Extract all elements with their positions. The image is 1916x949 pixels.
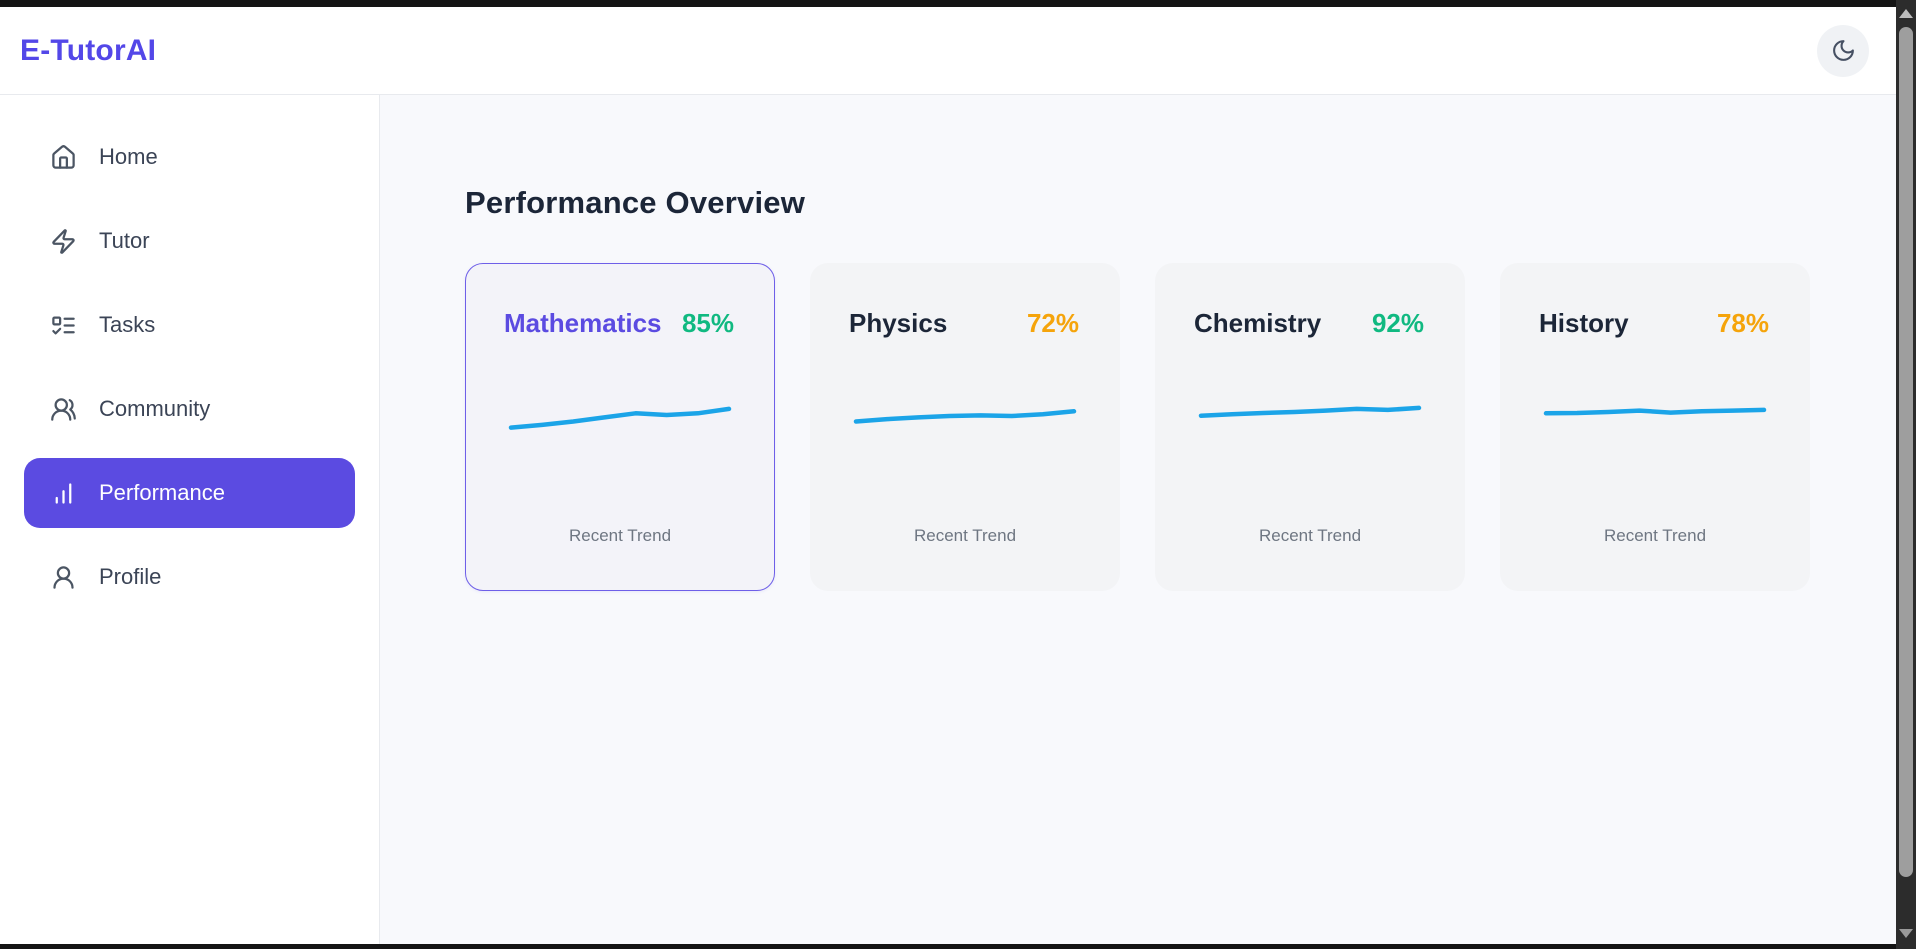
- card-score-value: 78%: [1716, 308, 1769, 338]
- scroll-up-arrow-icon[interactable]: [1899, 9, 1913, 18]
- card-subject-name: Physics: [849, 308, 948, 338]
- subject-card-history[interactable]: History 78% Recent Trend: [1500, 263, 1810, 591]
- theme-toggle-button[interactable]: [1817, 24, 1869, 77]
- page-title: Performance Overview: [465, 185, 806, 220]
- recent-trend-label: Recent Trend: [1258, 526, 1362, 545]
- trend-sparkline: [508, 406, 732, 430]
- card-subject-name: Chemistry: [1194, 308, 1322, 338]
- home-icon: [50, 144, 77, 171]
- card-subject-name: History: [1539, 308, 1629, 338]
- recent-trend-label: Recent Trend: [568, 526, 672, 545]
- moon-icon: [1831, 38, 1856, 63]
- browser-top-edge: [0, 0, 1896, 7]
- scrollbar-thumb[interactable]: [1899, 27, 1913, 877]
- sidebar-item-home[interactable]: Home: [24, 122, 355, 192]
- users-icon: [50, 396, 77, 423]
- sidebar-item-label: Home: [99, 144, 158, 169]
- sidebar-nav: Home Tutor Tasks Community Performance Profil…: [24, 122, 355, 612]
- sidebar-item-label: Performance: [99, 480, 225, 505]
- main-content: Performance Overview Mathematics 85% Recen…: [380, 95, 1896, 944]
- card-score-value: 92%: [1371, 308, 1424, 338]
- subject-card-mathematics[interactable]: Mathematics 85% Recent Trend: [465, 263, 775, 591]
- sidebar-item-performance[interactable]: Performance: [24, 458, 355, 528]
- card-header: Physics 72%: [849, 308, 1079, 339]
- sidebar-item-community[interactable]: Community: [24, 374, 355, 444]
- card-score-value: 72%: [1026, 308, 1079, 338]
- sidebar-item-profile[interactable]: Profile: [24, 542, 355, 612]
- app-logo: E-TutorAI: [20, 33, 157, 67]
- sidebar-item-label: Profile: [99, 564, 162, 589]
- bar-chart-icon: [50, 480, 77, 507]
- card-header: History 78%: [1539, 308, 1769, 339]
- browser-scrollbar[interactable]: [1896, 0, 1916, 949]
- card-score-value: 85%: [681, 308, 734, 338]
- tasks-icon: [50, 312, 77, 339]
- scroll-down-arrow-icon[interactable]: [1899, 929, 1913, 938]
- card-header: Mathematics 85%: [504, 308, 734, 339]
- top-bar: E-TutorAI: [0, 7, 1896, 95]
- trend-sparkline: [1198, 405, 1422, 418]
- trend-sparkline: [1543, 407, 1767, 416]
- trend-sparkline: [853, 409, 1077, 424]
- subject-card-physics[interactable]: Physics 72% Recent Trend: [810, 263, 1120, 591]
- sidebar: Home Tutor Tasks Community Performance Profil…: [0, 95, 380, 944]
- browser-bottom-edge: [0, 944, 1896, 949]
- sidebar-item-label: Tasks: [99, 312, 156, 337]
- zap-icon: [50, 228, 77, 255]
- recent-trend-label: Recent Trend: [913, 526, 1017, 545]
- sidebar-item-tasks[interactable]: Tasks: [24, 290, 355, 360]
- subject-card-chemistry[interactable]: Chemistry 92% Recent Trend: [1155, 263, 1465, 591]
- subject-cards-row: Mathematics 85% Recent Trend Physics 72% Rece…: [465, 263, 1811, 591]
- app-window: E-TutorAI Home Tutor Tasks Community Perform…: [0, 7, 1896, 944]
- sidebar-item-label: Community: [99, 396, 211, 421]
- sidebar-item-tutor[interactable]: Tutor: [24, 206, 355, 276]
- card-subject-name: Mathematics: [504, 308, 662, 338]
- recent-trend-label: Recent Trend: [1603, 526, 1707, 545]
- card-header: Chemistry 92%: [1194, 308, 1424, 339]
- user-icon: [50, 564, 77, 591]
- app-body: Home Tutor Tasks Community Performance Profil…: [0, 95, 1896, 944]
- sidebar-item-label: Tutor: [99, 228, 150, 253]
